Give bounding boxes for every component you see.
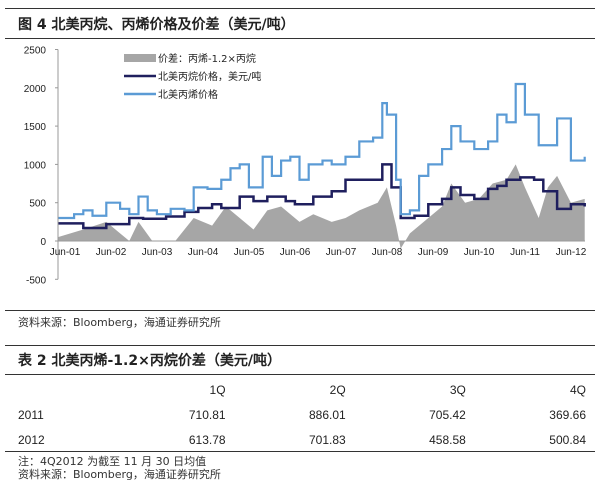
propane-line: [58, 163, 586, 230]
x-tick-label: Jun-06: [280, 247, 311, 258]
figure-title: 图 4 北美丙烷、丙烯价格及价差（美元/吨）: [18, 17, 295, 33]
legend-label: 北美丙烯价格: [158, 88, 218, 101]
table-header-row: 1Q 2Q 3Q 4Q: [18, 377, 586, 402]
table-note: 注：4Q2012 为截至 11 月 30 日均值: [18, 455, 207, 468]
table-title: 表 2 北美丙烯-1.2×丙烷价差（美元/吨）: [18, 353, 281, 369]
legend-label: 北美丙烷价格，美元/吨: [158, 70, 261, 83]
header-cell: [18, 377, 105, 402]
header-cell: 3Q: [449, 382, 466, 397]
x-tick-label: Jun-09: [418, 247, 449, 258]
y-tick-label: 500: [29, 199, 46, 210]
y-tick-label: 0: [40, 237, 46, 248]
y-tick-label: 2000: [24, 84, 47, 95]
cell: 705.42: [429, 407, 466, 422]
price-chart: 2500 2000 1500 1000 500 0 -500 Jun-01 Jun-02 Jun-…: [24, 46, 587, 287]
y-tick-label: 2500: [24, 46, 47, 57]
table-bottom-rule: [5, 451, 595, 452]
table-source: 资料来源：Bloomberg，海通证券研究所: [18, 468, 221, 481]
cell: 458.58: [429, 432, 466, 447]
propylene-line: [58, 82, 586, 220]
x-tick-label: Jun-02: [96, 247, 127, 258]
cell: 369.66: [549, 407, 586, 422]
table-row: 2012 613.78 701.83 458.58 500.84: [18, 427, 586, 452]
x-tick-label: Jun-08: [372, 247, 403, 258]
row-label: 2011: [18, 407, 44, 422]
y-tick-label: 1000: [24, 160, 47, 171]
y-tick-label: 1500: [24, 122, 47, 133]
x-tick-label: Jun-12: [556, 247, 587, 258]
spread-table: 1Q 2Q 3Q 4Q 2011 710.81 886.01 705.42 36…: [18, 377, 586, 452]
table-row: 2011 710.81 886.01 705.42 369.66: [18, 402, 586, 427]
spread-area: [58, 164, 585, 249]
top-rule: [5, 8, 595, 9]
cell: 613.78: [188, 432, 226, 447]
title-rule: [5, 38, 595, 39]
cell: 886.01: [308, 407, 346, 422]
header-cell: 1Q: [209, 382, 226, 397]
cell: 701.83: [308, 432, 346, 447]
table-title-rule: [5, 374, 595, 375]
x-tick-label: Jun-04: [188, 247, 219, 258]
cell: 500.84: [549, 432, 586, 447]
x-tick-label: Jun-05: [234, 247, 265, 258]
x-tick-label: Jun-11: [510, 247, 540, 258]
x-tick-label: Jun-07: [326, 247, 357, 258]
header-cell: 2Q: [329, 382, 346, 397]
figure-source: 资料来源：Bloomberg，海通证券研究所: [18, 316, 221, 329]
x-tick-label: Jun-03: [142, 247, 173, 258]
table-top-rule: [5, 345, 595, 346]
header-cell: 4Q: [569, 382, 586, 397]
legend-swatch: [124, 54, 156, 62]
row-label: 2012: [18, 432, 45, 447]
x-tick-label: Jun-01: [50, 247, 81, 258]
x-tick-label: Jun-10: [464, 247, 495, 258]
cell: 710.81: [188, 407, 226, 422]
y-tick-label: -500: [26, 275, 46, 286]
legend-label: 价差：丙烯-1.2×丙烷: [158, 52, 256, 65]
chart-bottom-rule: [5, 310, 595, 311]
